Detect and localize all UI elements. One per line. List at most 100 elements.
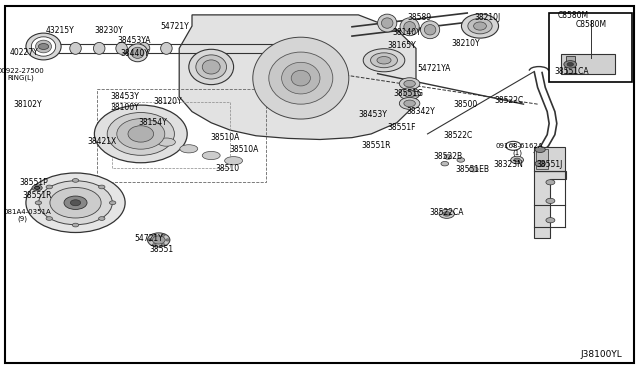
Circle shape xyxy=(564,61,577,68)
Text: 38510A: 38510A xyxy=(211,133,240,142)
Text: 38551R: 38551R xyxy=(22,191,52,200)
Text: 38120Y: 38120Y xyxy=(154,97,182,106)
Ellipse shape xyxy=(420,21,440,39)
Ellipse shape xyxy=(202,151,220,160)
Ellipse shape xyxy=(399,88,420,100)
Circle shape xyxy=(511,156,524,164)
Circle shape xyxy=(109,201,116,205)
Circle shape xyxy=(46,217,52,220)
Text: 38140Y: 38140Y xyxy=(392,28,420,37)
Ellipse shape xyxy=(148,233,170,247)
Ellipse shape xyxy=(253,37,349,119)
Polygon shape xyxy=(179,15,416,140)
Text: 40227Y: 40227Y xyxy=(10,48,38,57)
Ellipse shape xyxy=(196,55,227,79)
Ellipse shape xyxy=(36,40,52,53)
Ellipse shape xyxy=(116,42,127,54)
Text: 54721Y: 54721Y xyxy=(135,234,163,243)
Ellipse shape xyxy=(378,14,397,32)
Bar xyxy=(536,149,548,169)
Circle shape xyxy=(441,161,449,166)
Circle shape xyxy=(152,234,156,236)
Circle shape xyxy=(38,44,49,49)
Ellipse shape xyxy=(128,126,154,142)
Text: C8580M: C8580M xyxy=(557,11,588,20)
Ellipse shape xyxy=(364,49,405,72)
Ellipse shape xyxy=(371,53,397,68)
Ellipse shape xyxy=(138,42,150,54)
Ellipse shape xyxy=(404,100,415,107)
Ellipse shape xyxy=(399,78,420,90)
Ellipse shape xyxy=(152,236,165,244)
Circle shape xyxy=(46,185,52,189)
Circle shape xyxy=(99,185,105,189)
Text: B: B xyxy=(511,143,515,148)
Ellipse shape xyxy=(424,25,436,35)
Ellipse shape xyxy=(461,14,499,38)
Text: 38551F: 38551F xyxy=(388,123,416,132)
Ellipse shape xyxy=(31,37,56,56)
Text: (9): (9) xyxy=(17,215,28,222)
Text: 38342Y: 38342Y xyxy=(407,107,435,116)
Text: 38510: 38510 xyxy=(215,164,239,173)
Text: 38522CA: 38522CA xyxy=(429,208,464,217)
Text: 38421X: 38421X xyxy=(88,137,117,146)
Text: 38165Y: 38165Y xyxy=(388,41,416,50)
Text: 38210Y: 38210Y xyxy=(452,39,480,48)
Ellipse shape xyxy=(157,138,175,146)
Bar xyxy=(566,56,575,73)
Text: RING(L): RING(L) xyxy=(7,75,34,81)
Circle shape xyxy=(444,155,452,159)
Ellipse shape xyxy=(404,80,415,87)
Ellipse shape xyxy=(404,90,415,97)
Text: D0922-27500: D0922-27500 xyxy=(0,68,44,74)
Ellipse shape xyxy=(468,18,492,34)
Text: 38230Y: 38230Y xyxy=(95,26,123,35)
Text: 38522B: 38522B xyxy=(433,153,463,161)
Text: 38551R: 38551R xyxy=(362,141,391,150)
Circle shape xyxy=(457,158,465,162)
Circle shape xyxy=(161,244,165,246)
Text: 38100Y: 38100Y xyxy=(111,103,139,112)
Ellipse shape xyxy=(38,181,113,225)
Ellipse shape xyxy=(202,60,220,74)
Circle shape xyxy=(535,161,545,167)
Ellipse shape xyxy=(127,44,148,62)
Text: 38510A: 38510A xyxy=(230,145,259,154)
Ellipse shape xyxy=(474,22,486,30)
Circle shape xyxy=(535,147,545,153)
Ellipse shape xyxy=(70,42,81,54)
Text: 38551: 38551 xyxy=(150,245,174,254)
Circle shape xyxy=(99,217,105,220)
Ellipse shape xyxy=(180,145,198,153)
Text: 38453Y: 38453Y xyxy=(358,110,387,119)
Ellipse shape xyxy=(282,62,320,94)
Circle shape xyxy=(161,234,165,236)
Ellipse shape xyxy=(95,105,188,163)
Text: 38323N: 38323N xyxy=(494,160,524,169)
Text: 38440Y: 38440Y xyxy=(120,49,149,58)
Ellipse shape xyxy=(225,157,243,165)
Text: 38210J: 38210J xyxy=(474,13,501,22)
Text: 09168-6162A: 09168-6162A xyxy=(496,143,543,149)
Text: 43215Y: 43215Y xyxy=(45,26,74,35)
Ellipse shape xyxy=(26,173,125,232)
Text: 38589: 38589 xyxy=(407,13,431,22)
Text: 38154Y: 38154Y xyxy=(138,118,166,126)
Text: 38453YA: 38453YA xyxy=(118,36,151,45)
Circle shape xyxy=(72,223,79,227)
Circle shape xyxy=(152,244,156,246)
Circle shape xyxy=(546,180,555,185)
Circle shape xyxy=(439,209,454,218)
Circle shape xyxy=(70,200,81,206)
Polygon shape xyxy=(534,171,566,238)
Ellipse shape xyxy=(412,92,421,96)
Ellipse shape xyxy=(161,42,172,54)
Text: 38102Y: 38102Y xyxy=(13,100,42,109)
Ellipse shape xyxy=(117,119,165,149)
Ellipse shape xyxy=(404,22,415,32)
Text: C8580M: C8580M xyxy=(575,20,606,29)
Ellipse shape xyxy=(399,97,420,109)
Text: 38551P: 38551P xyxy=(20,178,48,187)
Text: 081A4-0351A: 081A4-0351A xyxy=(4,209,51,215)
